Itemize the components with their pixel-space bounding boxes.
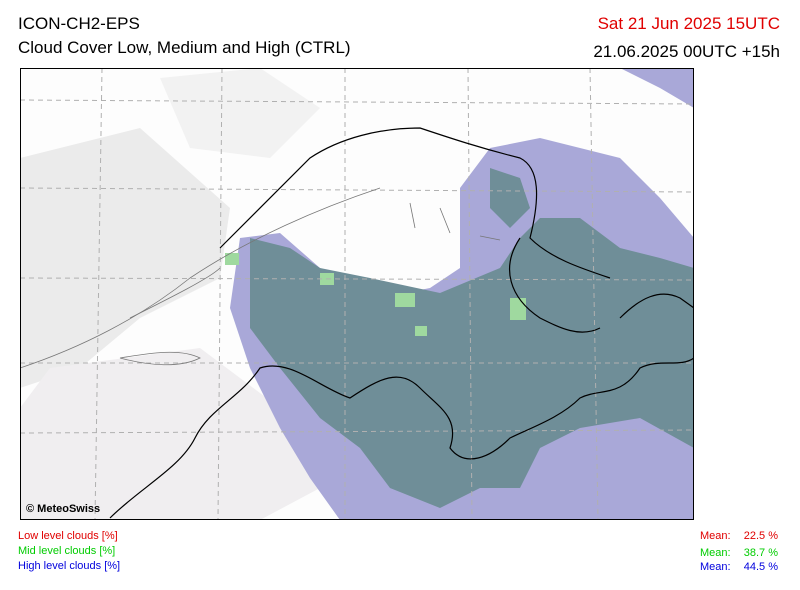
mean-label-mid: Mean: (700, 547, 731, 559)
country-borders (109, 127, 694, 519)
mean-value-high: 44.5 % (743, 561, 778, 573)
copyright: © MeteoSwiss (26, 503, 100, 515)
mid-cloud-patches (225, 253, 526, 336)
valid-time: Sat 21 Jun 2025 15UTC (597, 14, 780, 33)
legend-mid: Mid level clouds [%] (18, 545, 116, 557)
product-name: Cloud Cover Low, Medium and High (CTRL) (18, 38, 351, 57)
light-cloud-patches (20, 68, 320, 520)
map-frame (20, 68, 694, 520)
legend-high: High level clouds [%] (18, 560, 121, 572)
mean-label-high: Mean: (700, 561, 731, 573)
mean-value-mid: 38.7 % (743, 547, 778, 559)
model-name: ICON-CH2-EPS (18, 14, 140, 33)
grid-lines (20, 68, 694, 520)
mean-label-low: Mean: (700, 530, 731, 542)
mean-value-low: 22.5 % (743, 530, 778, 542)
map: © MeteoSwiss (20, 68, 694, 520)
rivers-and-lakes (20, 187, 501, 369)
run-time: 21.06.2025 00UTC +15h (593, 42, 780, 61)
legend-low: Low level clouds [%] (18, 530, 118, 542)
